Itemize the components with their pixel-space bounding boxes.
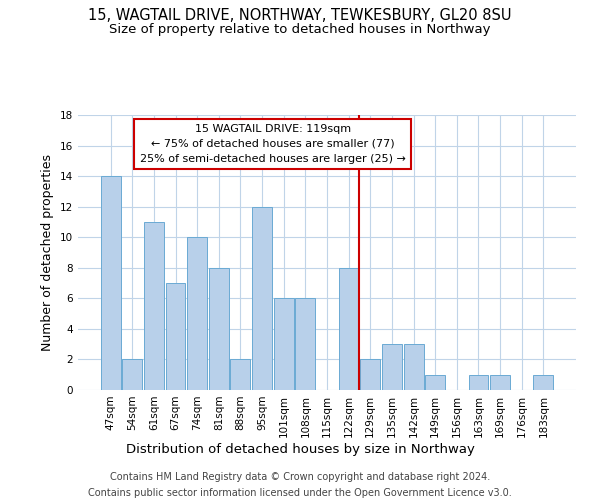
Bar: [361, 360, 380, 390]
Bar: [404, 344, 424, 390]
Bar: [122, 360, 142, 390]
Bar: [187, 237, 207, 390]
Bar: [382, 344, 402, 390]
Text: Distribution of detached houses by size in Northway: Distribution of detached houses by size …: [125, 442, 475, 456]
Text: Size of property relative to detached houses in Northway: Size of property relative to detached ho…: [109, 22, 491, 36]
Bar: [469, 374, 488, 390]
Bar: [230, 360, 250, 390]
Bar: [144, 222, 164, 390]
Bar: [252, 206, 272, 390]
Bar: [101, 176, 121, 390]
Text: Contains public sector information licensed under the Open Government Licence v3: Contains public sector information licen…: [88, 488, 512, 498]
Text: 15, WAGTAIL DRIVE, NORTHWAY, TEWKESBURY, GL20 8SU: 15, WAGTAIL DRIVE, NORTHWAY, TEWKESBURY,…: [88, 8, 512, 22]
Text: Contains HM Land Registry data © Crown copyright and database right 2024.: Contains HM Land Registry data © Crown c…: [110, 472, 490, 482]
Bar: [338, 268, 359, 390]
Bar: [425, 374, 445, 390]
Bar: [274, 298, 293, 390]
Bar: [295, 298, 316, 390]
Text: 15 WAGTAIL DRIVE: 119sqm
← 75% of detached houses are smaller (77)
25% of semi-d: 15 WAGTAIL DRIVE: 119sqm ← 75% of detach…: [140, 124, 406, 164]
Bar: [490, 374, 510, 390]
Y-axis label: Number of detached properties: Number of detached properties: [41, 154, 55, 351]
Bar: [533, 374, 553, 390]
Bar: [209, 268, 229, 390]
Bar: [166, 283, 185, 390]
